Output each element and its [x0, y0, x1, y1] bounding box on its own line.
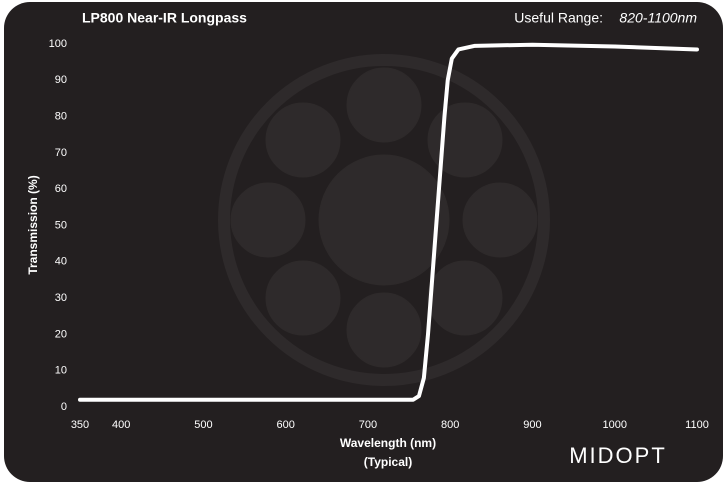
- watermark: [224, 60, 544, 380]
- logo: MIDOPT: [569, 443, 667, 468]
- subtitle-range: 820-1100nm: [619, 10, 697, 26]
- x-tick-label: 400: [112, 419, 130, 431]
- y-tick-label: 10: [55, 365, 67, 377]
- x-axis-label: Wavelength (nm): [340, 436, 436, 450]
- y-tick-label: 70: [55, 147, 67, 159]
- x-tick-label: 600: [276, 419, 294, 431]
- y-tick-label: 80: [55, 111, 67, 123]
- subtitle-label: Useful Range:: [514, 10, 603, 26]
- y-tick-label: 100: [49, 38, 67, 50]
- y-tick-label: 40: [55, 256, 67, 268]
- y-tick-label: 50: [55, 219, 67, 231]
- y-tick-label: 60: [55, 183, 67, 195]
- x-tick-label: 700: [359, 419, 377, 431]
- x-tick-label: 500: [194, 419, 212, 431]
- x-tick-label: 1000: [602, 419, 626, 431]
- x-axis-note: (Typical): [364, 455, 412, 469]
- chart: LP800 Near-IR Longpass Useful Range: 820…: [0, 0, 727, 485]
- x-tick-label: 800: [441, 419, 459, 431]
- y-tick-label: 0: [61, 401, 67, 413]
- y-tick-label: 90: [55, 74, 67, 86]
- y-tick-label: 30: [55, 292, 67, 304]
- x-tick-label: 900: [523, 419, 541, 431]
- x-tick-label: 350: [71, 419, 89, 431]
- x-tick-label: 1100: [685, 419, 709, 431]
- y-tick-label: 20: [55, 328, 67, 340]
- y-axis-label: Transmission (%): [26, 175, 40, 274]
- chart-title: LP800 Near-IR Longpass: [82, 10, 247, 26]
